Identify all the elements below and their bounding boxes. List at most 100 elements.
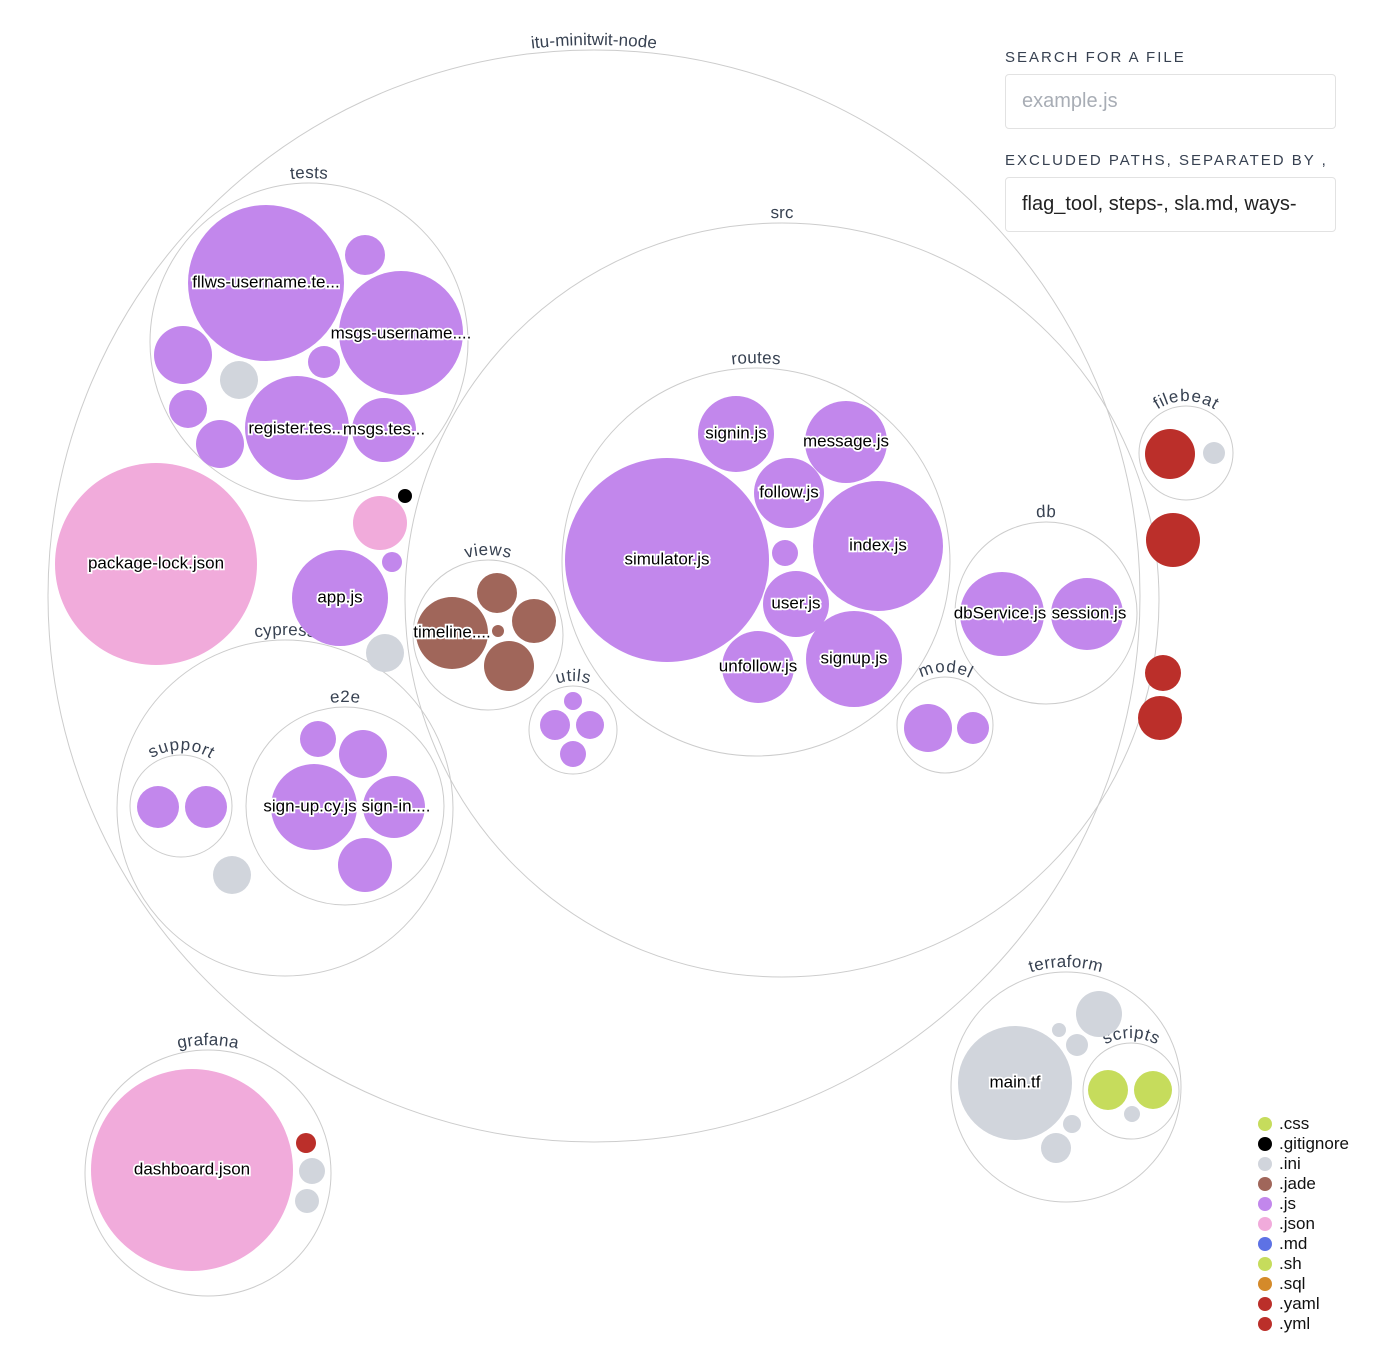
folder-ring-root[interactable] bbox=[47, 49, 1141, 1143]
file-bubble-yaml[interactable] bbox=[1145, 429, 1195, 479]
file-bubble-js[interactable] bbox=[185, 786, 227, 828]
file-label-user: user.js bbox=[771, 593, 820, 612]
file-bubble-app[interactable] bbox=[292, 550, 388, 646]
file-bubble-ini[interactable] bbox=[1076, 991, 1122, 1037]
file-bubble-yaml[interactable] bbox=[1146, 513, 1200, 567]
file-label-dashboard: dashboard.json bbox=[134, 1159, 250, 1178]
legend-dot bbox=[1258, 1317, 1272, 1331]
folder-ring-cypress[interactable] bbox=[116, 639, 454, 977]
file-bubble-dbservice[interactable] bbox=[960, 572, 1044, 656]
file-bubble-ini[interactable] bbox=[366, 634, 404, 672]
file-bubble-ini[interactable] bbox=[213, 856, 251, 894]
file-bubble-sign-up[interactable] bbox=[271, 764, 357, 850]
file-bubble-js[interactable] bbox=[904, 704, 952, 752]
file-bubble-js[interactable] bbox=[196, 420, 244, 468]
file-bubble-msgs-username[interactable] bbox=[339, 271, 463, 395]
file-bubble-ini[interactable] bbox=[299, 1158, 325, 1184]
folder-ring-src[interactable] bbox=[404, 222, 1160, 978]
file-bubble-register[interactable] bbox=[245, 376, 349, 480]
file-bubble-ini[interactable] bbox=[1052, 1023, 1066, 1037]
legend-label: .sql bbox=[1279, 1274, 1306, 1293]
file-bubble-signin[interactable] bbox=[698, 396, 774, 472]
file-bubble-session[interactable] bbox=[1051, 578, 1123, 650]
legend-item: .jade bbox=[1258, 1174, 1349, 1194]
file-bubble-json[interactable] bbox=[353, 496, 407, 550]
folder-ring-e2e[interactable] bbox=[245, 706, 445, 906]
file-bubble-js[interactable] bbox=[540, 710, 570, 740]
file-bubble-signup[interactable] bbox=[806, 611, 902, 707]
file-bubble-js[interactable] bbox=[300, 721, 336, 757]
file-bubble-sign-in[interactable] bbox=[363, 776, 425, 838]
file-bubble-js[interactable] bbox=[339, 730, 387, 778]
folder-ring-routes[interactable] bbox=[561, 367, 951, 757]
folder-ring-db[interactable] bbox=[954, 521, 1138, 705]
file-bubble-js[interactable] bbox=[154, 326, 212, 384]
folder-ring-model[interactable] bbox=[896, 676, 994, 774]
legend-label: .jade bbox=[1279, 1174, 1316, 1193]
file-bubble-js[interactable] bbox=[576, 711, 604, 739]
file-label-sign-up: sign-up.cy.js bbox=[263, 796, 356, 815]
file-bubble-main-tf[interactable] bbox=[958, 1026, 1072, 1140]
file-label-msgs-username: msgs-username.... bbox=[331, 323, 472, 342]
file-bubble-msgs[interactable] bbox=[352, 398, 416, 462]
file-bubble-ini[interactable] bbox=[1203, 442, 1225, 464]
folder-ring-filebeat[interactable] bbox=[1138, 405, 1234, 501]
file-bubble-js[interactable] bbox=[564, 692, 582, 710]
file-bubble-sh[interactable] bbox=[1134, 1071, 1172, 1109]
legend-label: .gitignore bbox=[1279, 1134, 1349, 1153]
file-bubble-ini[interactable] bbox=[1063, 1115, 1081, 1133]
file-bubble-ini[interactable] bbox=[1124, 1106, 1140, 1122]
file-bubble-simulator[interactable] bbox=[565, 458, 769, 662]
legend: .css .gitignore .ini .jade .js .json .md .sh .sq… bbox=[1258, 1114, 1349, 1334]
file-bubble-ini[interactable] bbox=[220, 361, 258, 399]
file-bubble-jade[interactable] bbox=[484, 641, 534, 691]
search-label: SEARCH FOR A FILE bbox=[1005, 49, 1186, 66]
file-bubble-ini[interactable] bbox=[1041, 1133, 1071, 1163]
folder-ring-utils[interactable] bbox=[528, 685, 618, 775]
folder-ring-terraform[interactable] bbox=[950, 971, 1182, 1203]
file-bubble-js[interactable] bbox=[338, 838, 392, 892]
file-bubble-jade[interactable] bbox=[512, 599, 556, 643]
file-bubble-ini[interactable] bbox=[295, 1189, 319, 1213]
file-bubble-js[interactable] bbox=[137, 786, 179, 828]
file-bubble-unfollow[interactable] bbox=[722, 631, 794, 703]
folder-ring-views[interactable] bbox=[412, 559, 564, 711]
file-bubble-fllws-username[interactable] bbox=[188, 205, 344, 361]
folder-ring-support[interactable] bbox=[129, 754, 233, 858]
file-bubble-yaml[interactable] bbox=[1145, 655, 1181, 691]
file-bubble-gitignore[interactable] bbox=[398, 489, 412, 503]
excluded-input[interactable] bbox=[1005, 177, 1336, 232]
file-bubble-dashboard[interactable] bbox=[91, 1069, 293, 1271]
folder-label-tests: tests bbox=[289, 163, 329, 183]
folder-label-db: db bbox=[1036, 502, 1057, 521]
folder-ring-grafana[interactable] bbox=[84, 1049, 332, 1297]
legend-item: .json bbox=[1258, 1214, 1349, 1234]
file-bubble-ini[interactable] bbox=[1066, 1034, 1088, 1056]
search-input[interactable] bbox=[1005, 74, 1336, 129]
file-bubble-jade[interactable] bbox=[477, 573, 517, 613]
file-bubble-jade[interactable] bbox=[492, 625, 504, 637]
file-bubble-js[interactable] bbox=[308, 346, 340, 378]
file-bubble-js[interactable] bbox=[772, 540, 798, 566]
legend-item: .js bbox=[1258, 1194, 1349, 1214]
file-label-register: register.tes... bbox=[248, 418, 345, 437]
file-bubble-follow[interactable] bbox=[754, 458, 824, 528]
file-bubble-index[interactable] bbox=[813, 481, 943, 611]
file-bubble-js[interactable] bbox=[560, 741, 586, 767]
file-bubble-sh[interactable] bbox=[1088, 1070, 1128, 1110]
file-bubble-js[interactable] bbox=[382, 552, 402, 572]
file-bubble-js[interactable] bbox=[345, 235, 385, 275]
file-bubble-js[interactable] bbox=[169, 390, 207, 428]
file-bubble-yaml[interactable] bbox=[1138, 696, 1182, 740]
file-bubble-message[interactable] bbox=[805, 401, 887, 483]
folder-ring-tests[interactable] bbox=[149, 182, 469, 502]
legend-item: .sh bbox=[1258, 1254, 1349, 1274]
folder-ring-scripts[interactable] bbox=[1082, 1042, 1180, 1140]
file-bubble-js[interactable] bbox=[957, 712, 989, 744]
file-bubble-timeline[interactable] bbox=[416, 597, 488, 669]
folder-label-root: itu-minitwit-node bbox=[530, 30, 658, 53]
file-label-session: session.js bbox=[1052, 603, 1127, 622]
file-bubble-package-lock[interactable] bbox=[55, 463, 257, 665]
file-bubble-user[interactable] bbox=[763, 571, 829, 637]
file-bubble-yaml[interactable] bbox=[296, 1133, 316, 1153]
